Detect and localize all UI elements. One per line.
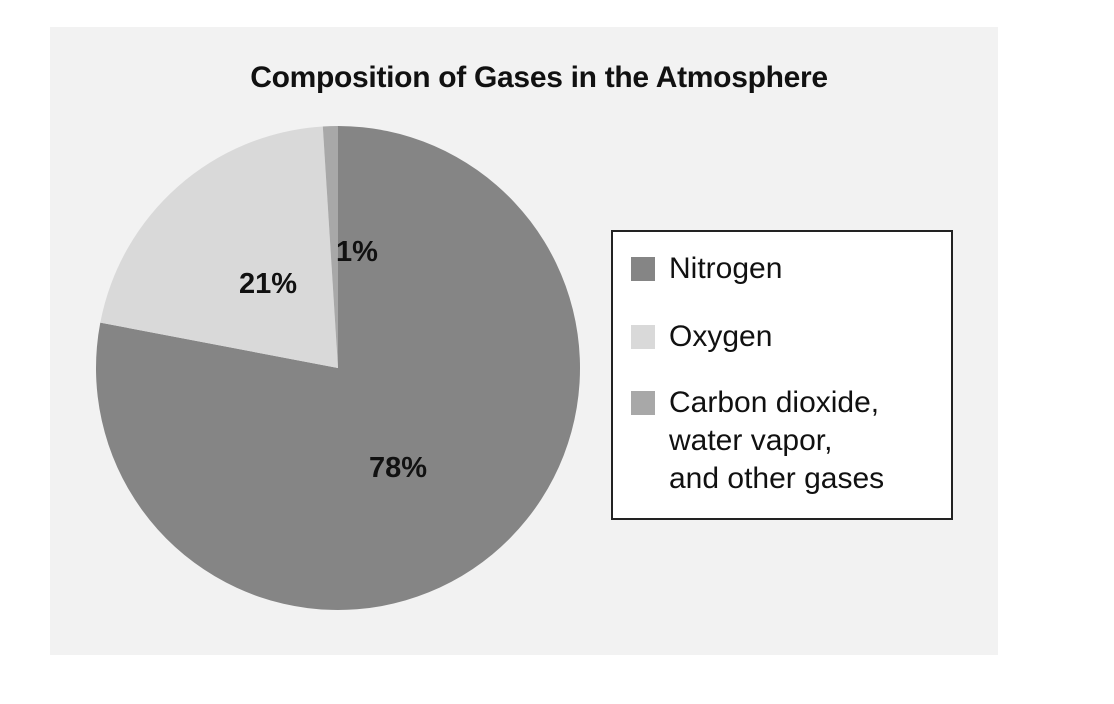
legend-item-other-gases: Carbon dioxide, water vapor, and other g…	[631, 384, 884, 498]
pie-value-label-oxygen: 21%	[239, 268, 297, 300]
legend-swatch-nitrogen	[631, 257, 655, 281]
legend-item-nitrogen: Nitrogen	[631, 250, 782, 288]
pie-slice-other-gases	[322, 126, 338, 368]
legend-swatch-oxygen	[631, 325, 655, 349]
legend-label-oxygen: Oxygen	[669, 320, 773, 353]
pie-value-label-nitrogen: 78%	[369, 452, 427, 484]
pie-slice-oxygen	[100, 126, 338, 368]
pie-value-labels: 78% 21% 1%	[239, 236, 427, 484]
legend-swatch-other-gases	[631, 391, 655, 415]
legend: Nitrogen Oxygen Carbon dioxide, water va…	[611, 230, 953, 520]
legend-label-nitrogen: Nitrogen	[669, 252, 783, 285]
chart-figure: 78% 21% 1% Composition of Gases in the Atm…	[50, 27, 998, 655]
pie-slices	[96, 126, 581, 610]
pie-chart: 78% 21% 1%	[96, 126, 581, 610]
pie-slice-nitrogen	[96, 126, 581, 610]
legend-label-other-gases: Carbon dioxide, water vapor, and other g…	[669, 386, 885, 495]
chart-title: Composition of Gases in the Atmosphere	[250, 61, 828, 94]
legend-item-oxygen: Oxygen	[631, 318, 772, 356]
pie-value-label-other-gases: 1%	[336, 236, 378, 268]
